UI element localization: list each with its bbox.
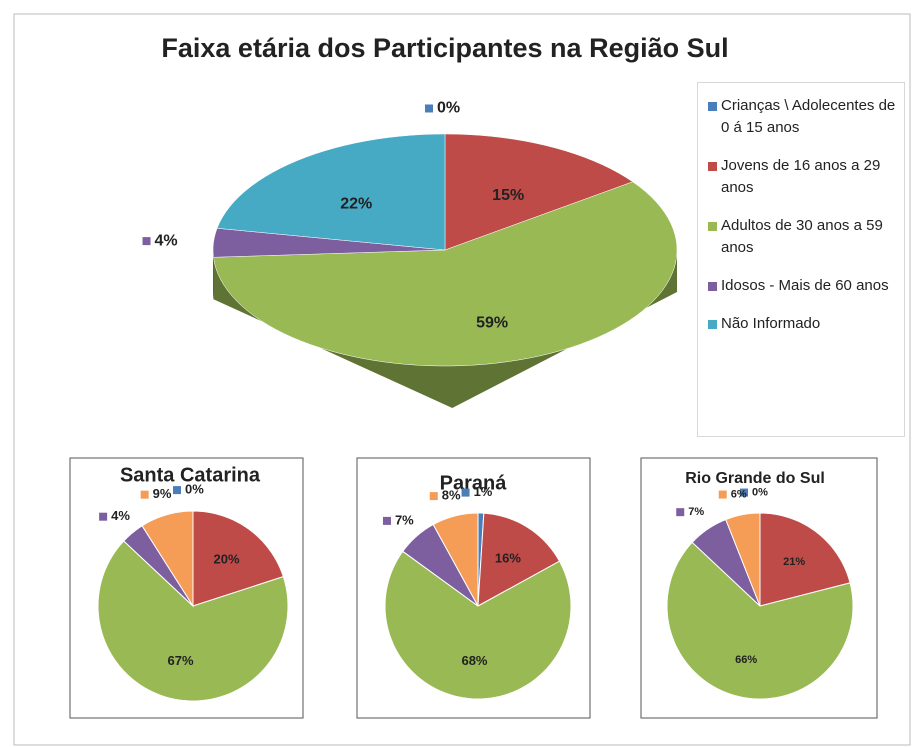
legend-item: Idosos - Mais de 60 anos (708, 275, 898, 297)
sub-frame (640, 457, 878, 719)
label-key (429, 492, 438, 501)
pie-slice (432, 512, 479, 607)
pie-slice (759, 512, 851, 607)
label-key (99, 512, 108, 521)
sub-frame (356, 457, 591, 719)
data-label: 20% (213, 551, 239, 566)
data-label: 4% (155, 232, 178, 249)
data-label: 8% (442, 488, 461, 503)
label-key (142, 237, 151, 246)
legend-swatch (708, 320, 717, 329)
pie-slice (691, 518, 761, 607)
pie-slice (725, 512, 761, 607)
legend: Crianças \ Adolecentes de 0 á 15 anos Jov… (697, 82, 905, 437)
label-key (676, 508, 685, 517)
data-label: 15% (492, 187, 524, 204)
pie-slice (212, 227, 446, 258)
legend-swatch (708, 282, 717, 291)
data-label: 67% (168, 653, 194, 668)
data-label: 6% (731, 488, 747, 500)
legend-swatch (708, 162, 717, 171)
pie-slice (216, 133, 446, 251)
data-label: 22% (340, 196, 372, 213)
chart-title: Santa Catarina (120, 464, 261, 486)
label-key (718, 490, 727, 499)
pie-slice (97, 540, 289, 702)
data-label: 7% (688, 506, 704, 518)
pie-slice (213, 181, 678, 367)
legend-swatch (708, 102, 717, 111)
data-label: 66% (735, 654, 757, 666)
pie-slice (384, 550, 572, 700)
label-key (425, 104, 433, 113)
data-label: 16% (495, 550, 521, 565)
legend-item: Não Informado (708, 313, 898, 335)
chart-title: Paraná (440, 472, 508, 494)
label-key (173, 486, 181, 495)
data-label: 21% (783, 556, 805, 568)
label-key (140, 490, 149, 499)
pie-side (213, 250, 677, 408)
legend-item: Adultos de 30 anos a 59 anos (708, 215, 898, 259)
data-label: 1% (474, 484, 493, 499)
label-key (382, 516, 391, 525)
data-label: 0% (185, 482, 204, 497)
sub-frame (69, 457, 304, 719)
pie-slice (141, 510, 194, 608)
data-label: 0% (752, 486, 768, 498)
chart-title: Rio Grande do Sul (685, 470, 825, 487)
pie-slice (444, 133, 634, 251)
pie-slice (666, 541, 854, 700)
pie-slice (402, 523, 479, 607)
data-label: 0% (437, 100, 460, 117)
legend-label: Crianças \ Adolecentes de 0 á 15 anos (721, 97, 896, 136)
data-label: 68% (461, 653, 487, 668)
chart-title: Faixa etária dos Participantes na Região… (161, 33, 728, 63)
legend-label: Jovens de 16 anos a 29 anos (721, 157, 881, 196)
outer-frame (13, 13, 911, 746)
legend-item: Crianças \ Adolecentes de 0 á 15 anos (708, 95, 898, 139)
legend-swatch (708, 222, 717, 231)
pie-slice (192, 510, 284, 607)
data-label: 7% (395, 512, 414, 527)
legend-item: Jovens de 16 anos a 29 anos (708, 155, 898, 199)
data-label: 9% (153, 486, 172, 501)
label-key (740, 488, 748, 497)
pie-slice (477, 512, 561, 607)
legend-label: Idosos - Mais de 60 anos (721, 277, 889, 294)
legend-label: Não Informado (721, 315, 821, 332)
data-label: 59% (476, 315, 508, 332)
pie-slice (123, 525, 194, 607)
data-label: 4% (111, 508, 130, 523)
label-key (461, 488, 470, 497)
legend-label: Adultos de 30 anos a 59 anos (721, 217, 883, 256)
